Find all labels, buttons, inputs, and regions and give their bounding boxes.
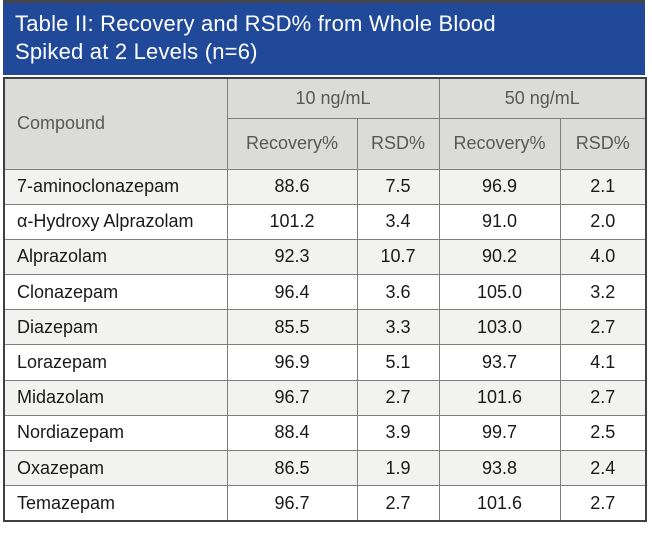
compound-cell: Diazepam xyxy=(3,309,228,346)
table-row: Midazolam 96.7 2.7 101.6 2.7 xyxy=(3,379,647,416)
table-row: Clonazepam 96.4 3.6 105.0 3.2 xyxy=(3,274,647,311)
compound-cell: Oxazepam xyxy=(3,449,228,487)
value-cell: 90.2 xyxy=(438,238,561,276)
value-cell: 3.4 xyxy=(356,203,440,240)
table-header: Compound 10 ng/mL 50 ng/mL Recovery% RSD… xyxy=(3,77,647,170)
value-cell: 101.6 xyxy=(438,379,561,416)
value-cell: 99.7 xyxy=(438,414,561,452)
value-cell: 2.7 xyxy=(356,485,440,522)
value-cell: 88.4 xyxy=(226,414,358,452)
header-sub-row: Recovery% RSD% Recovery% RSD% xyxy=(4,117,647,170)
value-cell: 92.3 xyxy=(226,238,358,276)
value-cell: 4.1 xyxy=(559,344,647,381)
value-cell: 4.0 xyxy=(559,238,647,276)
value-cell: 93.8 xyxy=(438,449,561,487)
table-row: Lorazepam 96.9 5.1 93.7 4.1 xyxy=(3,344,647,381)
value-cell: 3.9 xyxy=(356,414,440,452)
value-cell: 96.9 xyxy=(438,168,561,205)
compound-cell: Nordiazepam xyxy=(3,414,228,452)
value-cell: 103.0 xyxy=(438,309,561,346)
value-cell: 2.5 xyxy=(559,414,647,452)
value-cell: 88.6 xyxy=(226,168,358,205)
value-cell: 2.4 xyxy=(559,449,647,487)
value-cell: 96.4 xyxy=(226,274,358,311)
group-header-10ngml: 10 ng/mL xyxy=(226,77,440,119)
table-row: Nordiazepam 88.4 3.9 99.7 2.5 xyxy=(3,414,647,452)
table-body: 7-aminoclonazepam 88.6 7.5 96.9 2.1 α-Hy… xyxy=(3,168,647,522)
compound-cell: Midazolam xyxy=(3,379,228,416)
value-cell: 86.5 xyxy=(226,449,358,487)
table-row: 7-aminoclonazepam 88.6 7.5 96.9 2.1 xyxy=(3,168,647,205)
subheader-rsd-50: RSD% xyxy=(559,117,647,170)
compound-cell: Clonazepam xyxy=(3,274,228,311)
value-cell: 10.7 xyxy=(356,238,440,276)
table-row: Oxazepam 86.5 1.9 93.8 2.4 xyxy=(3,449,647,487)
subheader-recovery-10: Recovery% xyxy=(226,117,358,170)
group-header-50ngml: 50 ng/mL xyxy=(438,77,647,119)
compound-cell: 7-aminoclonazepam xyxy=(3,168,228,205)
value-cell: 2.0 xyxy=(559,203,647,240)
value-cell: 3.2 xyxy=(559,274,647,311)
value-cell: 91.0 xyxy=(438,203,561,240)
table-row: Temazepam 96.7 2.7 101.6 2.7 xyxy=(3,485,647,522)
value-cell: 3.3 xyxy=(356,309,440,346)
value-cell: 2.1 xyxy=(559,168,647,205)
value-cell: 2.7 xyxy=(559,485,647,522)
table-row: α-Hydroxy Alprazolam 101.2 3.4 91.0 2.0 xyxy=(3,203,647,240)
value-cell: 2.7 xyxy=(559,309,647,346)
subheader-recovery-50: Recovery% xyxy=(438,117,561,170)
table-row: Diazepam 85.5 3.3 103.0 2.7 xyxy=(3,309,647,346)
subheader-rsd-10: RSD% xyxy=(356,117,440,170)
value-cell: 2.7 xyxy=(559,379,647,416)
table-row: Alprazolam 92.3 10.7 90.2 4.0 xyxy=(3,238,647,276)
compound-cell: α-Hydroxy Alprazolam xyxy=(3,203,228,240)
value-cell: 96.7 xyxy=(226,485,358,522)
value-cell: 101.6 xyxy=(438,485,561,522)
value-cell: 3.6 xyxy=(356,274,440,311)
value-cell: 101.2 xyxy=(226,203,358,240)
table-card: Table II: Recovery and RSD% from Whole B… xyxy=(3,0,647,522)
value-cell: 1.9 xyxy=(356,449,440,487)
value-cell: 96.7 xyxy=(226,379,358,416)
compound-cell: Lorazepam xyxy=(3,344,228,381)
table-title-bar: Table II: Recovery and RSD% from Whole B… xyxy=(3,0,645,75)
compound-cell: Temazepam xyxy=(3,485,228,522)
value-cell: 85.5 xyxy=(226,309,358,346)
compound-cell: Alprazolam xyxy=(3,238,228,276)
table-title-line-2: Spiked at 2 Levels (n=6) xyxy=(15,39,258,64)
table-title-line-1: Table II: Recovery and RSD% from Whole B… xyxy=(15,11,496,36)
recovery-rsd-table: Compound 10 ng/mL 50 ng/mL Recovery% RSD… xyxy=(3,77,647,522)
value-cell: 96.9 xyxy=(226,344,358,381)
value-cell: 93.7 xyxy=(438,344,561,381)
value-cell: 2.7 xyxy=(356,379,440,416)
value-cell: 105.0 xyxy=(438,274,561,311)
value-cell: 7.5 xyxy=(356,168,440,205)
value-cell: 5.1 xyxy=(356,344,440,381)
header-group-row: Compound 10 ng/mL 50 ng/mL xyxy=(3,77,647,170)
column-header-compound: Compound xyxy=(3,77,228,170)
